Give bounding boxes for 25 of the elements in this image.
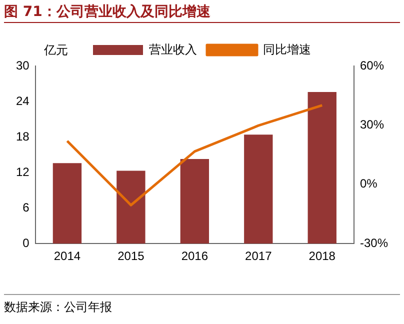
y-tick-label: 0 [22, 236, 30, 250]
y2-tick-label: 60% [360, 58, 384, 72]
source-note: 数据来源：公司年报 [4, 294, 400, 316]
legend-label: 营业收入 [149, 42, 197, 56]
x-tick-label: 2016 [181, 249, 208, 264]
bar [308, 92, 336, 244]
y-tick-label: 24 [16, 94, 30, 108]
y-tick-label: 30 [16, 58, 30, 72]
bar [116, 170, 146, 244]
legend-label: 同比增速 [263, 42, 311, 56]
x-tick-label: 2014 [54, 249, 81, 264]
x-tick-label: 2015 [118, 249, 145, 264]
y-axis-title: 亿元 [44, 42, 68, 59]
x-tick-label: 2018 [308, 249, 336, 264]
y2-tick-label: -30% [360, 236, 388, 250]
bar [52, 163, 82, 244]
y2-tick-label: 0% [360, 176, 378, 191]
y-tick-label: 12 [16, 164, 30, 179]
y2-tick-label: 30% [360, 118, 384, 132]
x-tick-label: 2017 [245, 249, 272, 264]
y-tick-label: 18 [16, 129, 30, 144]
chart-title: 图 71：公司营业收入及同比增速 [4, 2, 400, 23]
bar [180, 158, 210, 244]
bar [244, 134, 273, 244]
y-tick-label: 6 [22, 200, 30, 214]
